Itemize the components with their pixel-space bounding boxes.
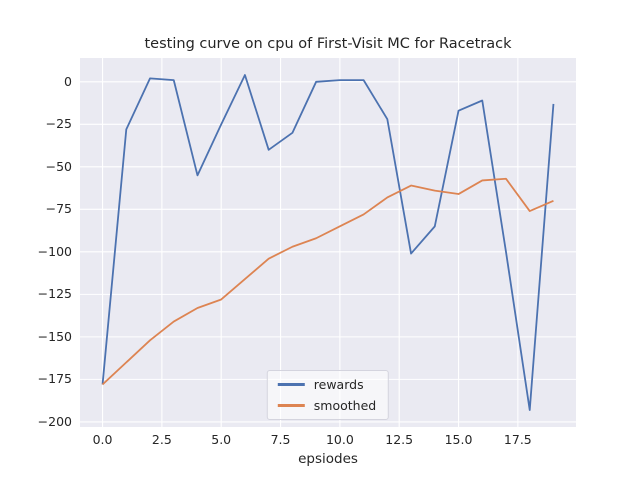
y-tick-label: −125 [37, 286, 72, 302]
x-axis-label: epsiodes [298, 451, 358, 467]
rewards-line-swatch [277, 383, 305, 386]
y-tick-label: −50 [45, 158, 72, 174]
legend-item-smoothed: smoothed [277, 398, 377, 413]
x-tick-label: 15.0 [444, 432, 473, 447]
plot-area: rewards smoothed [80, 58, 576, 427]
y-tick-label: −100 [37, 243, 72, 259]
y-tick-label: −25 [45, 116, 72, 132]
smoothed-line-swatch [277, 404, 305, 407]
y-tick-label: −150 [37, 328, 72, 344]
x-tick-label: 12.5 [385, 432, 414, 447]
x-tick-label: 17.5 [503, 432, 532, 447]
rewards-line [101, 74, 555, 411]
chart-title: testing curve on cpu of First-Visit MC f… [144, 36, 512, 52]
x-tick-label: 0.0 [92, 432, 113, 447]
x-tick-label: 5.0 [211, 432, 232, 447]
x-tick-label: 2.5 [151, 432, 172, 447]
x-tick-label: 7.5 [270, 432, 291, 447]
legend-label-rewards: rewards [313, 377, 364, 392]
legend: rewards smoothed [266, 370, 390, 420]
plot-canvas [80, 58, 576, 427]
y-tick-label: −75 [45, 201, 72, 217]
legend-label-smoothed: smoothed [313, 398, 377, 413]
x-tick-label: 10.0 [325, 432, 354, 447]
y-tick-label: −175 [37, 371, 72, 387]
y-tick-label: −200 [37, 413, 72, 429]
smoothed-line [101, 177, 554, 386]
y-tick-label: 0 [64, 73, 72, 89]
legend-item-rewards: rewards [277, 377, 376, 392]
